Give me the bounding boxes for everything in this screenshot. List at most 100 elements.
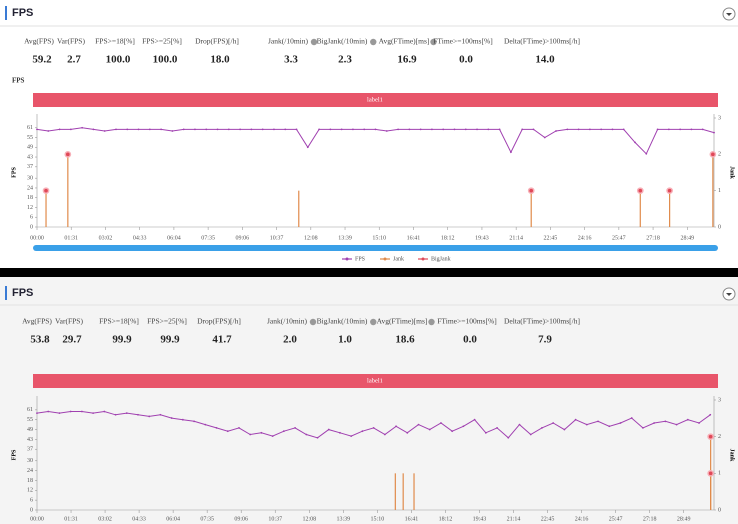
- fps-point: [58, 412, 61, 415]
- stat-value: 2.3: [338, 54, 352, 66]
- help-icon: [310, 38, 318, 46]
- legend-label: Jank: [393, 256, 404, 262]
- fps-point: [261, 128, 264, 131]
- stat-label: FPS>=18[%]: [95, 37, 135, 46]
- y-axis-title: FPS: [11, 167, 17, 178]
- y-tick-label: 55: [27, 417, 33, 423]
- label-band: [33, 374, 718, 388]
- bigjank-dot: [42, 187, 50, 195]
- bigjank-dot: [636, 187, 644, 195]
- scrollbar[interactable]: [33, 245, 718, 251]
- x-tick-label: 00:00: [30, 516, 44, 522]
- fps-point: [713, 131, 715, 134]
- fps-point: [305, 433, 308, 436]
- help-icon: [428, 318, 435, 326]
- x-tick-label: 24:16: [575, 516, 589, 522]
- fps-point: [395, 425, 397, 428]
- y-tick-label: 0: [30, 507, 33, 513]
- x-tick-label: 25:47: [609, 516, 623, 522]
- x-tick-label: 12:08: [304, 235, 318, 241]
- x-tick-label: 04:33: [132, 516, 146, 522]
- fps-point: [541, 427, 543, 429]
- x-tick-label: 21:14: [507, 516, 521, 522]
- bigjank-dot: [527, 187, 535, 195]
- stat-label: Avg(FTime)[ms]: [379, 37, 430, 46]
- fps-point: [361, 430, 364, 433]
- stat-value: 16.9: [397, 54, 417, 66]
- fps-point: [103, 410, 106, 413]
- help-icon: [370, 318, 377, 326]
- collapse-button[interactable]: [722, 7, 736, 21]
- x-tick-label: 13:39: [336, 516, 350, 522]
- collapse-button[interactable]: [722, 287, 736, 301]
- stat-value: 100.0: [106, 54, 131, 66]
- fps-point: [507, 436, 510, 439]
- fps-point: [419, 128, 422, 131]
- y2-tick-label: 1: [718, 471, 721, 477]
- y-tick-label: 49: [27, 427, 33, 433]
- fps-point: [417, 423, 420, 426]
- stat-value: 3.3: [284, 54, 298, 66]
- stat-value: 99.9: [160, 334, 180, 346]
- fps-point: [634, 141, 636, 144]
- fps-point: [385, 130, 388, 132]
- stat-label: Drop(FPS)[/h]: [197, 317, 241, 326]
- y-axis-title: FPS: [11, 449, 17, 460]
- stat-label: FPS>=25[%]: [142, 37, 182, 46]
- fps-point: [667, 128, 670, 131]
- fps-point: [182, 128, 185, 131]
- y-tick-label: 18: [27, 478, 33, 484]
- stat-label: FPS>=25[%]: [147, 317, 187, 326]
- panel-bg: [0, 277, 738, 524]
- x-tick-label: 12:08: [302, 516, 316, 522]
- x-tick-label: 22:45: [544, 235, 558, 241]
- x-tick-label: 19:43: [473, 516, 487, 522]
- stat-value: 7.9: [538, 334, 552, 346]
- fps-point: [36, 412, 38, 415]
- stat-value: 100.0: [153, 54, 178, 66]
- x-tick-label: 16:41: [405, 516, 419, 522]
- stat-label: Avg(FPS): [24, 37, 54, 46]
- fps-point: [306, 146, 309, 149]
- fps-point: [194, 128, 196, 131]
- fps-point: [408, 128, 411, 131]
- fps-point: [273, 128, 275, 131]
- fps-point: [476, 128, 478, 131]
- fps-point: [611, 128, 614, 131]
- fps-point: [69, 128, 72, 131]
- stat-label: BigJank(/10min): [317, 37, 368, 46]
- fps-point: [431, 128, 433, 131]
- fps-point: [260, 431, 263, 434]
- fps-point: [137, 413, 139, 416]
- fps-point: [543, 136, 546, 139]
- x-tick-label: 04:33: [133, 235, 147, 241]
- fps-point: [656, 128, 659, 131]
- x-tick-label: 15:10: [372, 235, 386, 241]
- fps-point: [597, 420, 599, 423]
- x-tick-label: 25:47: [612, 235, 626, 241]
- fps-point: [47, 130, 50, 132]
- fps-point: [226, 430, 229, 433]
- help-icon: [309, 318, 317, 326]
- fps-point: [397, 128, 399, 131]
- fps-point: [363, 128, 366, 131]
- x-tick-label: 15:10: [371, 516, 385, 522]
- y-tick-label: 24: [27, 185, 33, 191]
- x-tick-label: 16:41: [407, 235, 421, 241]
- legend-label: FPS: [355, 256, 365, 262]
- stat-value: 99.9: [112, 334, 132, 346]
- x-tick-label: 24:16: [578, 235, 592, 241]
- x-tick-label: 19:43: [475, 235, 489, 241]
- fps-point: [69, 410, 72, 413]
- y-tick-label: 18: [27, 195, 33, 201]
- y-tick-label: 37: [27, 164, 33, 170]
- header-accent: [5, 6, 7, 20]
- fps-point: [271, 435, 274, 438]
- fps-point: [282, 430, 285, 433]
- help-icon: [430, 38, 437, 46]
- fps-point: [215, 427, 218, 429]
- stat-label: FTime>=100ms[%]: [437, 317, 496, 326]
- y-tick-label: 12: [27, 205, 33, 211]
- fps-point: [473, 418, 476, 421]
